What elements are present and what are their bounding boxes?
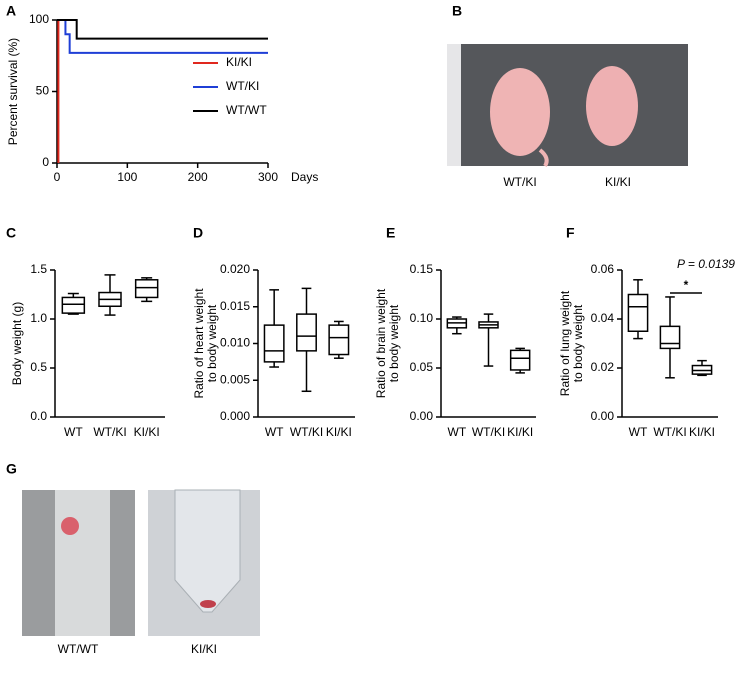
y-tick-label: 100 bbox=[29, 12, 49, 26]
photo bbox=[22, 489, 260, 636]
x-tick-label: WT/KI bbox=[653, 425, 686, 439]
y-axis-label: Body weight (g) bbox=[10, 302, 24, 385]
x-tick-label: KI/KI bbox=[507, 425, 533, 439]
photo bbox=[447, 44, 688, 168]
legend-label: KI/KI bbox=[226, 55, 252, 69]
box bbox=[134, 279, 159, 299]
y-tick-label: 1.0 bbox=[30, 311, 47, 325]
x-tick-label: KI/KI bbox=[689, 425, 715, 439]
y-axis-label: Ratio of heart weight bbox=[192, 288, 206, 399]
x-tick-label: 200 bbox=[188, 170, 208, 184]
panel-letter: F bbox=[566, 225, 575, 241]
x-tick-label: 300 bbox=[258, 170, 278, 184]
y-tick-label: 0.00 bbox=[591, 409, 615, 423]
panel-letter: B bbox=[452, 3, 462, 19]
box bbox=[328, 324, 350, 356]
x-tick-label: 100 bbox=[117, 170, 137, 184]
x-tick-label: WT/KI bbox=[290, 425, 323, 439]
panel-letter: G bbox=[6, 461, 17, 477]
y-axis-label: Ratio of brain weight bbox=[374, 288, 388, 398]
y-tick-label: 0.0 bbox=[30, 409, 47, 423]
box bbox=[659, 325, 681, 350]
y-tick-label: 0.05 bbox=[410, 360, 434, 374]
y-tick-label: 0.06 bbox=[591, 262, 615, 276]
x-tick-label: WT bbox=[448, 425, 467, 439]
x-tick-label: 0 bbox=[54, 170, 61, 184]
y-axis-label: Ratio of lung weight bbox=[558, 290, 572, 396]
x-tick-label: KI/KI bbox=[134, 425, 160, 439]
y-axis-label: Percent survival (%) bbox=[6, 38, 20, 145]
survival-line bbox=[57, 19, 268, 54]
x-tick-label: WT/KI bbox=[472, 425, 505, 439]
x-tick-label: WT bbox=[629, 425, 648, 439]
y-tick-label: 1.5 bbox=[30, 262, 47, 276]
y-tick-label: 0.5 bbox=[30, 360, 47, 374]
box bbox=[263, 324, 285, 363]
legend-label: WT/KI bbox=[226, 79, 259, 93]
y-axis-label: to body weight bbox=[571, 304, 585, 382]
y-axis-label: to body weight bbox=[205, 304, 219, 382]
y-tick-label: 0.000 bbox=[220, 409, 250, 423]
photo-caption: WT/KI bbox=[503, 175, 536, 189]
y-axis-label: to body weight bbox=[387, 304, 401, 382]
y-tick-label: 0.02 bbox=[591, 360, 615, 374]
panel-letter: A bbox=[6, 3, 16, 19]
y-tick-label: 0.04 bbox=[591, 311, 615, 325]
significance-star: * bbox=[684, 278, 689, 292]
panel-letter: E bbox=[386, 225, 395, 241]
y-tick-label: 0.10 bbox=[410, 311, 434, 325]
photo-caption: KI/KI bbox=[605, 175, 631, 189]
y-tick-label: 0.020 bbox=[220, 262, 250, 276]
panel-letter: C bbox=[6, 225, 16, 241]
box bbox=[627, 293, 649, 332]
y-tick-label: 0.005 bbox=[220, 372, 250, 386]
photo-caption: WT/WT bbox=[58, 642, 99, 656]
x-axis-label: Days bbox=[291, 170, 318, 184]
y-tick-label: 0 bbox=[42, 155, 49, 169]
y-tick-label: 0.010 bbox=[220, 336, 250, 350]
box bbox=[296, 313, 317, 352]
photo-caption: KI/KI bbox=[191, 642, 217, 656]
y-tick-label: 0.15 bbox=[410, 262, 434, 276]
y-tick-label: 50 bbox=[36, 84, 50, 98]
y-tick-label: 0.00 bbox=[410, 409, 434, 423]
y-tick-label: 0.015 bbox=[220, 299, 250, 313]
x-tick-label: WT/KI bbox=[93, 425, 126, 439]
box bbox=[61, 296, 86, 314]
x-tick-label: WT bbox=[64, 425, 83, 439]
legend-label: WT/WT bbox=[226, 103, 267, 117]
box bbox=[509, 349, 531, 371]
panel-letter: D bbox=[193, 225, 203, 241]
x-tick-label: WT bbox=[265, 425, 284, 439]
p-value: P = 0.0139 bbox=[677, 257, 735, 271]
survival-line bbox=[57, 19, 268, 40]
x-tick-label: KI/KI bbox=[326, 425, 352, 439]
